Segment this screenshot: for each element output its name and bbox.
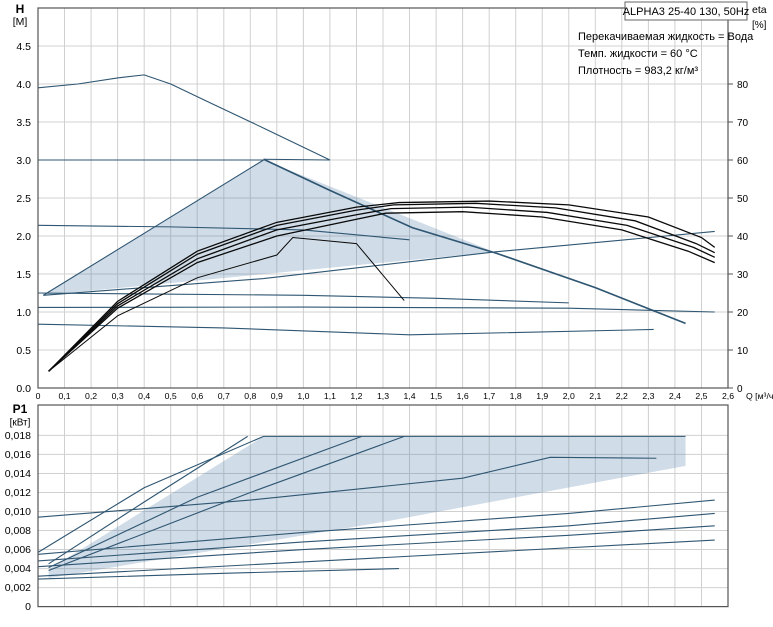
svg-text:3.5: 3.5 (16, 117, 31, 129)
svg-text:2,4: 2,4 (669, 391, 681, 401)
svg-text:1,6: 1,6 (457, 391, 469, 401)
svg-text:1,9: 1,9 (536, 391, 548, 401)
svg-text:1,2: 1,2 (350, 391, 362, 401)
svg-text:0: 0 (737, 384, 743, 395)
svg-text:2,3: 2,3 (642, 391, 654, 401)
svg-text:4.5: 4.5 (16, 41, 31, 53)
svg-text:0,016: 0,016 (5, 449, 31, 461)
svg-text:1.5: 1.5 (16, 269, 31, 281)
svg-text:2,2: 2,2 (616, 391, 628, 401)
svg-text:Плотность = 983,2 кг/м³: Плотность = 983,2 кг/м³ (578, 65, 698, 77)
svg-text:0,9: 0,9 (271, 391, 283, 401)
svg-text:30: 30 (737, 270, 749, 281)
svg-text:3.0: 3.0 (16, 155, 31, 167)
svg-text:1,7: 1,7 (483, 391, 495, 401)
svg-text:0.0: 0.0 (16, 383, 31, 395)
svg-text:2.0: 2.0 (16, 231, 31, 243)
svg-text:Перекачиваемая жидкость = Вода: Перекачиваемая жидкость = Вода (578, 31, 754, 43)
svg-text:2,0: 2,0 (563, 391, 575, 401)
svg-text:0,012: 0,012 (5, 487, 31, 499)
svg-text:2,6: 2,6 (722, 391, 734, 401)
svg-text:[%]: [%] (752, 20, 767, 31)
svg-text:0: 0 (36, 391, 41, 401)
svg-text:1,4: 1,4 (404, 391, 416, 401)
svg-text:eta: eta (752, 4, 767, 16)
svg-text:H: H (16, 2, 25, 16)
svg-text:2.5: 2.5 (16, 193, 31, 205)
svg-text:[кВт]: [кВт] (10, 418, 31, 429)
svg-text:2,1: 2,1 (589, 391, 601, 401)
svg-text:60: 60 (737, 156, 749, 167)
svg-text:0,4: 0,4 (138, 391, 150, 401)
svg-text:0,6: 0,6 (191, 391, 203, 401)
svg-text:1,8: 1,8 (510, 391, 522, 401)
svg-text:0,006: 0,006 (5, 544, 31, 556)
svg-text:50: 50 (737, 194, 749, 205)
svg-text:80: 80 (737, 80, 749, 91)
svg-text:1,1: 1,1 (324, 391, 336, 401)
svg-text:0,5: 0,5 (165, 391, 177, 401)
svg-text:1.0: 1.0 (16, 307, 31, 319)
svg-text:1,5: 1,5 (430, 391, 442, 401)
svg-text:0,008: 0,008 (5, 525, 31, 537)
svg-text:0,2: 0,2 (85, 391, 97, 401)
svg-text:0,018: 0,018 (5, 430, 31, 442)
svg-text:P1: P1 (13, 402, 28, 416)
svg-text:0,1: 0,1 (59, 391, 71, 401)
svg-text:0,010: 0,010 (5, 506, 31, 518)
svg-text:0: 0 (25, 601, 31, 613)
svg-text:Q [м³/ч]: Q [м³/ч] (746, 391, 773, 401)
svg-text:70: 70 (737, 118, 749, 129)
svg-text:0,002: 0,002 (5, 582, 31, 594)
svg-text:[M]: [M] (13, 16, 28, 28)
svg-text:Темп. жидкости = 60 °C: Темп. жидкости = 60 °C (578, 48, 698, 60)
svg-text:20: 20 (737, 308, 749, 319)
svg-text:1,0: 1,0 (297, 391, 309, 401)
svg-text:ALPHA3 25-40 130, 50Hz: ALPHA3 25-40 130, 50Hz (623, 6, 750, 18)
svg-text:0,004: 0,004 (5, 563, 31, 575)
svg-text:10: 10 (737, 346, 749, 357)
svg-text:0,7: 0,7 (218, 391, 230, 401)
svg-text:0.5: 0.5 (16, 345, 31, 357)
svg-text:1,3: 1,3 (377, 391, 389, 401)
svg-text:0,014: 0,014 (5, 468, 31, 480)
svg-text:0,3: 0,3 (112, 391, 124, 401)
svg-text:2,5: 2,5 (695, 391, 707, 401)
svg-text:4.0: 4.0 (16, 79, 31, 91)
svg-text:0,8: 0,8 (244, 391, 256, 401)
svg-text:40: 40 (737, 232, 749, 243)
